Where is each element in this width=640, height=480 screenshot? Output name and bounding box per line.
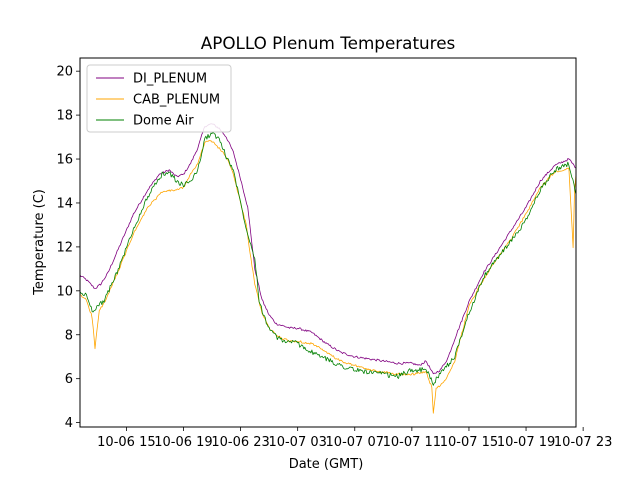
y-tick-label: 4 xyxy=(65,416,73,431)
x-tick-label: 10-07 23 xyxy=(554,435,612,450)
legend: DI_PLENUM CAB_PLENUM Dome Air xyxy=(86,64,232,133)
legend-label: CAB_PLENUM xyxy=(133,93,220,108)
x-tick-label: 10-06 19 xyxy=(154,435,212,450)
y-tick-label: 16 xyxy=(56,153,73,168)
x-tick-label: 10-07 11 xyxy=(383,435,441,450)
y-tick-label: 18 xyxy=(56,109,73,124)
series-line-di-plenum xyxy=(79,123,577,375)
x-tick-label: 10-07 19 xyxy=(497,435,555,450)
y-tick-label: 12 xyxy=(56,240,73,255)
y-axis: 4 6 8 10 12 14 16 18 20 xyxy=(56,65,80,431)
x-tick-label: 10-06 23 xyxy=(211,435,269,450)
y-tick-label: 10 xyxy=(56,284,73,299)
y-tick-label: 6 xyxy=(65,372,73,387)
y-axis-label: Temperature (C) xyxy=(32,189,47,296)
legend-label: Dome Air xyxy=(133,114,194,129)
y-tick-label: 14 xyxy=(56,196,73,211)
x-tick-label: 10-07 03 xyxy=(268,435,326,450)
chart-title: APOLLO Plenum Temperatures xyxy=(201,33,456,53)
x-tick-label: 10-07 07 xyxy=(326,435,384,450)
y-tick-label: 20 xyxy=(56,65,73,80)
y-tick-label: 8 xyxy=(65,328,73,343)
x-axis-label: Date (GMT) xyxy=(289,457,364,472)
plot-frame xyxy=(79,57,577,428)
x-tick-label: 10-06 15 xyxy=(97,435,155,450)
legend-box xyxy=(86,64,232,133)
series-layer xyxy=(79,123,577,414)
series-line-dome-air xyxy=(79,131,577,386)
x-tick-label: 10-07 15 xyxy=(440,435,498,450)
legend-label: DI_PLENUM xyxy=(133,72,207,87)
